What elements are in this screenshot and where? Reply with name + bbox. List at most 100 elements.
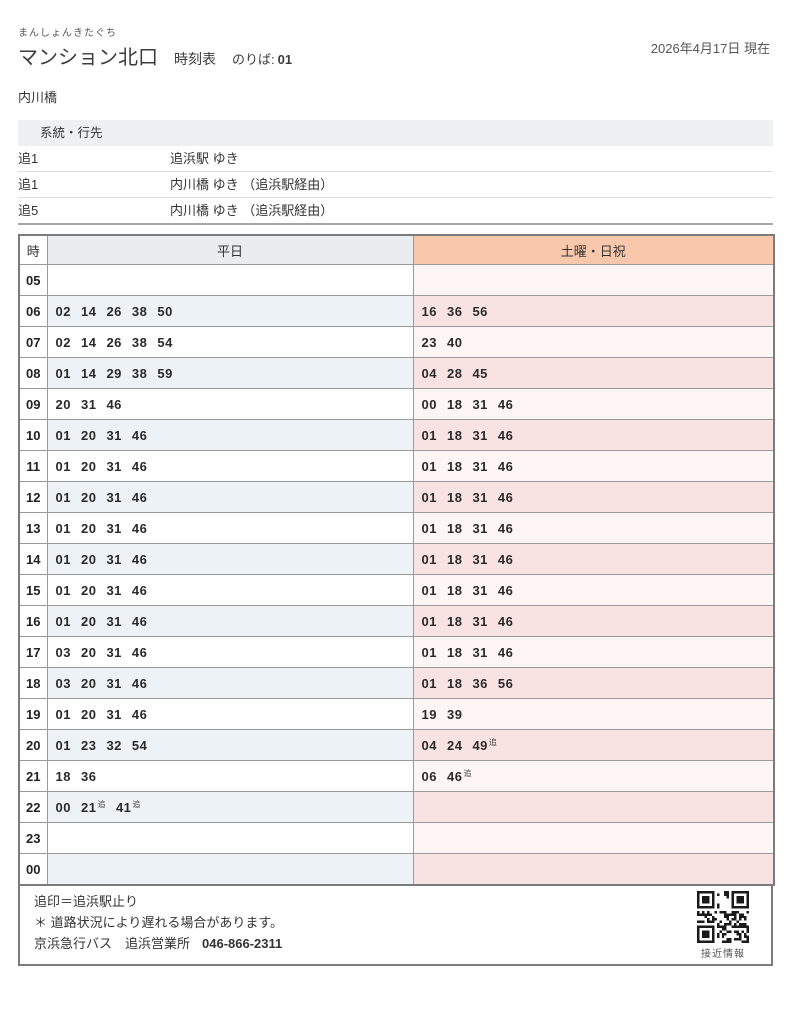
timetable-label: 時刻表	[174, 51, 216, 67]
time-value: 01	[55, 613, 71, 629]
time-value: 01	[55, 365, 71, 381]
timetable-row: 23	[18, 822, 775, 854]
time-value: 31	[106, 582, 122, 598]
time-value: 01	[421, 427, 437, 443]
weekday-times-cell	[46, 853, 414, 886]
weekday-times-cell: 01 20 31 46	[46, 574, 414, 606]
time-value: 46追	[446, 768, 472, 785]
weekday-times-cell: 01 20 31 46	[46, 450, 414, 482]
timetable-row: 00	[18, 853, 775, 886]
time-value: 18	[446, 644, 463, 660]
footer-box: 追印＝追浜駅止り ＊ 道路状況により遅れる場合があります。 京浜急行バス 追浜営…	[18, 886, 773, 966]
time-value: 01	[421, 613, 437, 629]
time-value: 01	[421, 675, 437, 691]
timetable-row: 21 18 36 06 46追	[18, 760, 775, 792]
timetable-row: 05	[18, 264, 775, 296]
hour-cell: 20	[18, 729, 48, 761]
time-value: 01	[55, 458, 71, 474]
time-value: 46	[131, 582, 148, 598]
route-destination: 内川橋 ゆき （追浜駅経由）	[170, 177, 334, 192]
time-value: 46	[497, 582, 514, 598]
weekday-times-cell: 20 31 46	[46, 388, 414, 420]
hour-cell: 19	[18, 698, 48, 730]
time-value: 20	[80, 675, 97, 691]
time-value: 01	[55, 737, 71, 753]
weekday-times-cell	[46, 822, 414, 854]
time-value: 01	[55, 489, 71, 505]
time-value: 02	[55, 334, 71, 350]
weekday-times-cell: 01 23 32 54	[46, 729, 414, 761]
timetable-row: 22 00 21追 41追	[18, 791, 775, 823]
time-value: 20	[80, 520, 97, 536]
timetable-row: 19 01 20 31 46 19 39	[18, 698, 775, 730]
time-value: 46	[131, 644, 148, 660]
time-value: 01	[55, 582, 71, 598]
weekday-times-cell: 01 20 31 46	[46, 419, 414, 451]
time-value: 18	[446, 675, 463, 691]
time-value: 20	[80, 582, 97, 598]
time-value: 31	[106, 520, 122, 536]
oppama-terminal-mark: 追	[97, 799, 106, 809]
time-value: 56	[472, 303, 488, 319]
weekend-times-cell: 01 18 31 46	[412, 450, 775, 482]
time-value: 00	[421, 396, 437, 412]
oppama-terminal-mark: 追	[132, 799, 141, 809]
time-value: 45	[472, 365, 488, 381]
time-value: 41追	[115, 799, 141, 816]
time-value: 59	[157, 365, 173, 381]
time-value: 28	[446, 365, 463, 381]
weekend-times-cell: 01 18 31 46	[412, 605, 775, 637]
timetable-row: 09 20 31 46 00 18 31 46	[18, 388, 775, 420]
route-row: 追1 内川橋 ゆき （追浜駅経由）	[18, 172, 773, 198]
weekend-times-cell: 04 24 49追	[412, 729, 775, 761]
time-value: 46	[131, 706, 148, 722]
time-value: 39	[446, 706, 463, 722]
time-value: 46	[131, 551, 148, 567]
hour-cell: 16	[18, 605, 48, 637]
time-value: 14	[80, 365, 97, 381]
time-value: 31	[472, 427, 488, 443]
time-value: 01	[421, 644, 437, 660]
route-destination: 内川橋 ゆき （追浜駅経由）	[170, 203, 334, 218]
time-value: 38	[131, 365, 148, 381]
time-value: 01	[421, 520, 437, 536]
weekday-times-cell: 01 20 31 46	[46, 698, 414, 730]
time-value: 03	[55, 644, 71, 660]
timetable-row: 20 01 23 32 54 04 24 49追	[18, 729, 775, 761]
timetable-row: 14 01 20 31 46 01 18 31 46	[18, 543, 775, 575]
time-value: 03	[55, 675, 71, 691]
route-number: 追1	[18, 151, 39, 166]
timetable-row: 16 01 20 31 46 01 18 31 46	[18, 605, 775, 637]
hour-cell: 07	[18, 326, 48, 358]
time-value: 46	[131, 675, 148, 691]
weekend-times-cell: 00 18 31 46	[412, 388, 775, 420]
time-value: 46	[497, 458, 514, 474]
time-value: 46	[131, 427, 148, 443]
weekend-times-cell: 01 18 31 46	[412, 481, 775, 513]
hour-cell: 05	[18, 264, 48, 296]
routes-section-header: 系統・行先	[18, 120, 773, 146]
time-value: 46	[131, 458, 148, 474]
route-number: 追1	[18, 177, 39, 192]
time-value: 01	[421, 582, 437, 598]
route-number: 追5	[18, 203, 39, 218]
time-value: 31	[106, 489, 122, 505]
weekday-times-cell: 01 20 31 46	[46, 481, 414, 513]
time-value: 46	[497, 551, 514, 567]
route-destination: 追浜駅 ゆき	[170, 151, 239, 166]
weekend-times-cell	[412, 853, 775, 886]
timetable-row: 13 01 20 31 46 01 18 31 46	[18, 512, 775, 544]
weekend-times-cell	[412, 791, 775, 823]
hour-cell: 00	[18, 853, 48, 886]
time-value: 29	[106, 365, 122, 381]
hour-cell: 09	[18, 388, 48, 420]
time-value: 01	[55, 551, 71, 567]
time-value: 46	[131, 520, 148, 536]
weekday-times-cell: 03 20 31 46	[46, 667, 414, 699]
route-list: 追1 追浜駅 ゆき 追1 内川橋 ゆき （追浜駅経由） 追5 内川橋 ゆき （追浜駅経由）	[18, 146, 773, 225]
time-value: 06	[421, 769, 437, 785]
footer-notes: 追印＝追浜駅止り ＊ 道路状況により遅れる場合があります。 京浜急行バス 追浜営…	[20, 886, 771, 954]
time-value: 46	[131, 613, 148, 629]
time-value: 31	[472, 644, 488, 660]
hour-cell: 14	[18, 543, 48, 575]
